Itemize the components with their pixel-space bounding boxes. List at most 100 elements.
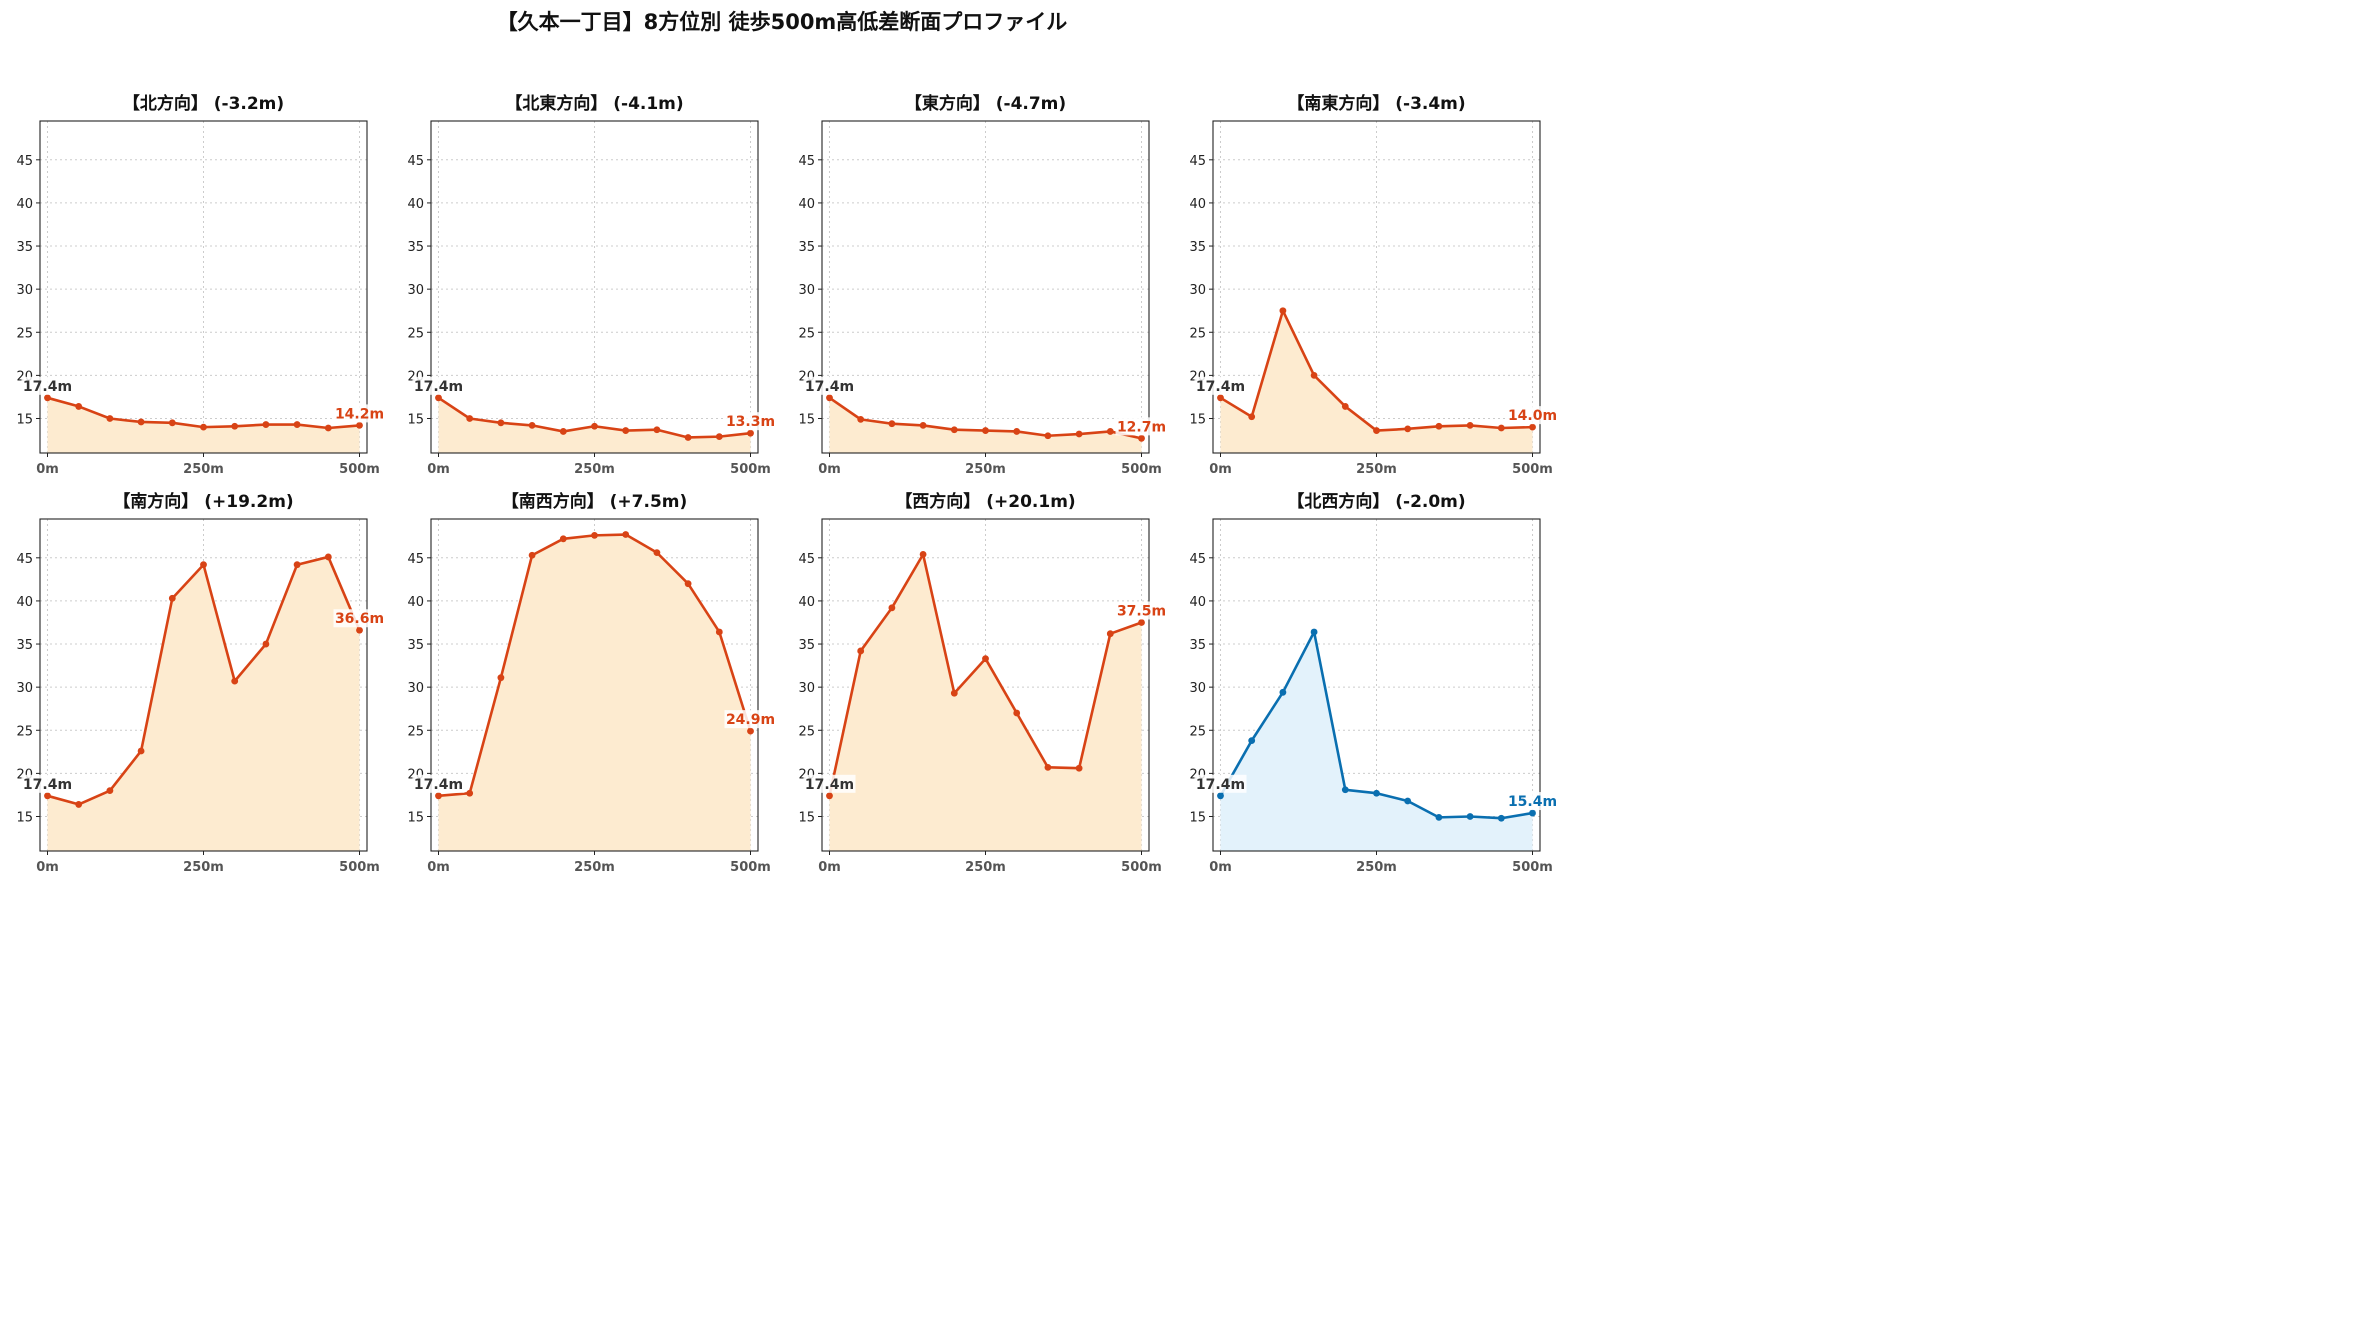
start-label-bg bbox=[1194, 774, 1247, 793]
x-tick-label: 250m bbox=[183, 860, 224, 875]
y-tick-label: 35 bbox=[1189, 240, 1206, 255]
data-point bbox=[1217, 394, 1224, 402]
y-tick-label: 35 bbox=[16, 240, 33, 255]
elevation-area bbox=[438, 534, 751, 851]
y-tick-label: 25 bbox=[16, 724, 33, 739]
end-elevation-label: 24.9m bbox=[726, 712, 775, 728]
data-point bbox=[168, 419, 176, 427]
data-point bbox=[44, 394, 51, 402]
y-tick-label: 15 bbox=[798, 811, 815, 826]
subplot-title: 【北東方向】 (-4.1m) bbox=[505, 93, 683, 114]
data-point bbox=[982, 655, 989, 663]
data-point bbox=[466, 415, 474, 422]
data-point bbox=[919, 422, 927, 429]
data-point bbox=[1044, 432, 1052, 440]
x-tick-label: 500m bbox=[1512, 860, 1553, 875]
subplot-title: 【北方向】 (-3.2m) bbox=[123, 93, 284, 114]
y-tick-label: 25 bbox=[798, 326, 815, 341]
data-point bbox=[826, 792, 833, 800]
data-point bbox=[715, 433, 723, 441]
subplot-6: 【南西方向】 (+7.5m)152025303540450m250m500m17… bbox=[407, 491, 777, 875]
y-tick-label: 45 bbox=[407, 154, 424, 169]
y-tick-label: 30 bbox=[407, 283, 424, 298]
y-tick-label: 40 bbox=[407, 595, 424, 610]
y-tick-label: 45 bbox=[16, 154, 33, 169]
subplot-7: 【西方向】 (+20.1m)152025303540450m250m500m17… bbox=[798, 491, 1168, 875]
x-tick-label: 250m bbox=[965, 462, 1006, 477]
start-label-bg bbox=[803, 376, 856, 395]
elevation-area bbox=[47, 556, 360, 851]
x-tick-label: 250m bbox=[1356, 860, 1397, 875]
data-point bbox=[1404, 425, 1412, 433]
end-elevation-label: 14.0m bbox=[1508, 408, 1557, 424]
data-point bbox=[324, 424, 332, 432]
start-elevation-label: 17.4m bbox=[805, 777, 854, 793]
x-tick-label: 250m bbox=[574, 462, 615, 477]
x-tick-label: 0m bbox=[427, 860, 450, 875]
data-point bbox=[528, 422, 536, 429]
y-tick-label: 25 bbox=[1189, 326, 1206, 341]
y-tick-label: 40 bbox=[798, 197, 815, 212]
data-point bbox=[466, 789, 474, 797]
data-point bbox=[653, 549, 661, 557]
start-elevation-label: 17.4m bbox=[805, 379, 854, 395]
x-tick-label: 500m bbox=[339, 462, 380, 477]
start-label-bg bbox=[21, 376, 74, 395]
x-tick-label: 250m bbox=[183, 462, 224, 477]
x-tick-label: 500m bbox=[1512, 462, 1553, 477]
data-point bbox=[950, 689, 958, 697]
data-point bbox=[653, 426, 661, 434]
start-elevation-label: 17.4m bbox=[1196, 777, 1245, 793]
end-label-bg bbox=[333, 404, 386, 423]
data-point bbox=[168, 594, 176, 602]
data-point bbox=[356, 626, 363, 634]
y-tick-label: 45 bbox=[407, 552, 424, 567]
x-tick-label: 250m bbox=[1356, 462, 1397, 477]
data-point bbox=[137, 418, 145, 426]
end-label-bg bbox=[1115, 601, 1168, 620]
end-elevation-label: 14.2m bbox=[335, 406, 384, 422]
data-point bbox=[293, 561, 301, 569]
data-point bbox=[262, 421, 270, 428]
start-elevation-label: 17.4m bbox=[414, 777, 463, 793]
data-point bbox=[497, 674, 505, 682]
data-point bbox=[1497, 814, 1505, 822]
start-elevation-label: 17.4m bbox=[23, 777, 72, 793]
data-point bbox=[559, 535, 567, 543]
x-tick-label: 250m bbox=[965, 860, 1006, 875]
x-tick-label: 500m bbox=[1121, 860, 1162, 875]
y-tick-label: 15 bbox=[798, 413, 815, 428]
data-point bbox=[1310, 371, 1318, 379]
data-point bbox=[747, 727, 754, 735]
data-point bbox=[293, 421, 301, 428]
y-tick-label: 15 bbox=[1189, 413, 1206, 428]
y-tick-label: 30 bbox=[16, 681, 33, 696]
data-point bbox=[106, 787, 114, 795]
data-point bbox=[1404, 797, 1412, 805]
y-tick-label: 30 bbox=[407, 681, 424, 696]
data-point bbox=[1529, 423, 1536, 431]
data-point bbox=[231, 677, 239, 685]
y-tick-label: 45 bbox=[1189, 552, 1206, 567]
subplot-title: 【東方向】 (-4.7m) bbox=[905, 93, 1066, 114]
x-tick-label: 500m bbox=[730, 860, 771, 875]
y-tick-label: 40 bbox=[1189, 197, 1206, 212]
data-point bbox=[262, 640, 270, 648]
end-elevation-label: 37.5m bbox=[1117, 603, 1166, 619]
data-point bbox=[1248, 737, 1256, 745]
y-tick-label: 35 bbox=[1189, 638, 1206, 653]
start-label-bg bbox=[412, 376, 465, 395]
start-label-bg bbox=[412, 774, 465, 793]
y-tick-label: 15 bbox=[16, 413, 33, 428]
y-tick-label: 40 bbox=[407, 197, 424, 212]
end-elevation-label: 36.6m bbox=[335, 611, 384, 627]
data-point bbox=[591, 422, 598, 430]
data-point bbox=[684, 434, 692, 441]
data-point bbox=[1341, 786, 1349, 794]
subplot-title: 【北西方向】 (-2.0m) bbox=[1287, 491, 1465, 512]
end-label-bg bbox=[1506, 792, 1559, 811]
data-point bbox=[982, 427, 989, 434]
y-tick-label: 45 bbox=[798, 552, 815, 567]
y-tick-label: 15 bbox=[407, 811, 424, 826]
data-point bbox=[435, 394, 442, 402]
